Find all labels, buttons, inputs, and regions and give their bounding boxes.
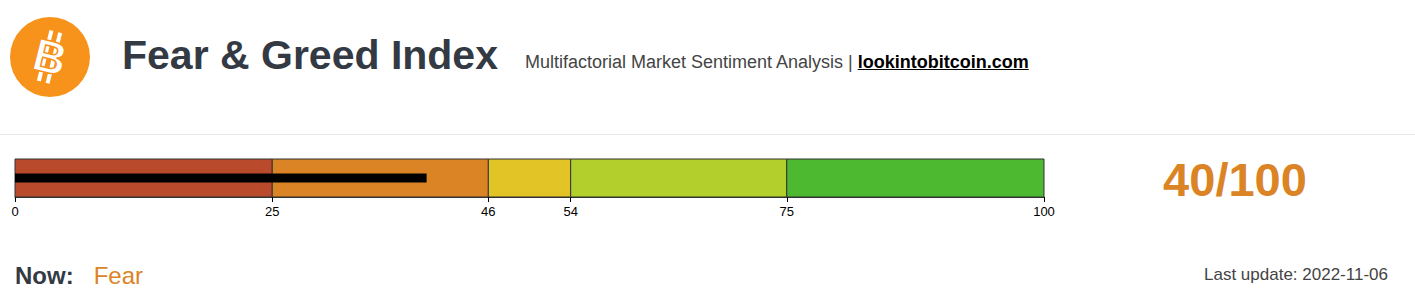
html-text:Last update: 2022-11-06: Last update: 2022-11-06 [1204,265,1388,284]
html-text:Now:: Now: [15,262,74,289]
svg-text:0: 0 [11,204,18,219]
svg-text:75: 75 [780,204,794,219]
html-text:40/100: 40/100 [1163,153,1307,206]
svg-text:46: 46 [481,204,495,219]
svg-text:B: B [28,28,73,86]
svg-text:54: 54 [563,204,577,219]
svg-text:100: 100 [1033,204,1055,219]
html-text:Fear: Fear [93,262,143,289]
html-text:Multifactorial Market Sentimen: Multifactorial Market Sentiment Analysis… [525,52,1029,72]
svg-text:25: 25 [265,204,279,219]
html-text:Fear & Greed Index: Fear & Greed Index [122,32,498,78]
